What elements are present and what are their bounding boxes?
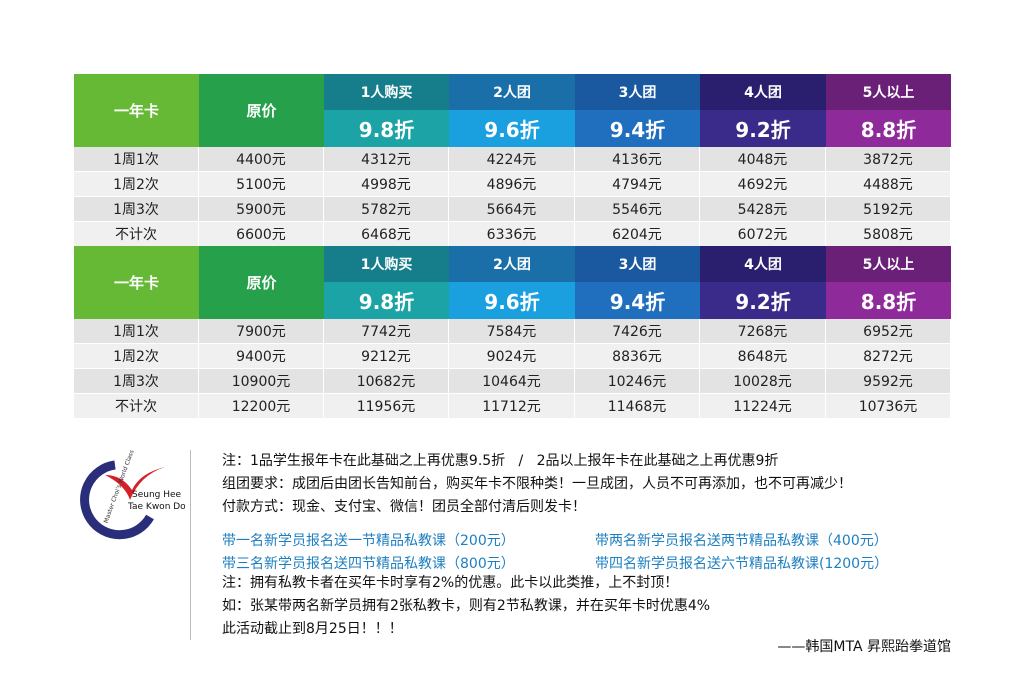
table-cell: 7426元 [575,319,700,344]
group-header: 3人团 [575,246,700,282]
table-cell: 10028元 [700,369,826,394]
extra-line: 如：张某带两名新学员拥有2张私教卡，则有2节私教课，并在买年卡时优惠4% [222,598,711,614]
table-cell: 1周1次 [74,147,199,172]
table-cell: 7900元 [199,319,324,344]
table-cell: 4312元 [324,147,449,172]
table-cell: 8648元 [700,344,826,369]
discount-header: 9.2折 [700,282,826,319]
group-header: 5人以上 [826,246,951,282]
table-cell: 11712元 [449,394,575,419]
table-cell: 4998元 [324,172,449,197]
corner-header: 一年卡 [74,74,199,147]
discount-header: 9.8折 [324,282,449,319]
table-cell: 10246元 [575,369,700,394]
promo-line: 带两名新学员报名送两节精品私教课（400元） [595,533,888,549]
table-cell: 不计次 [74,222,199,247]
promo-line: 带四名新学员报名送六节精品私教课(1200元） [595,556,889,572]
table-cell: 6072元 [700,222,826,247]
table-cell: 1周2次 [74,344,199,369]
table-cell: 6952元 [826,319,951,344]
table-cell: 11468元 [575,394,700,419]
discount-header: 9.4折 [575,110,700,147]
table-cell: 5546元 [575,197,700,222]
group-header: 1人购买 [324,74,449,110]
rule-line: 付款方式：现金、支付宝、微信！团员全部付清后则发卡！ [222,499,586,515]
table-cell: 7268元 [700,319,826,344]
rule-line: 组团要求：成团后由团长告知前台，购买年卡不限种类！一旦成团，人员不可再添加，也不… [222,476,852,492]
table-cell: 8272元 [826,344,951,369]
discount-header: 8.8折 [826,110,951,147]
table-cell: 9592元 [826,369,951,394]
table-cell: 4896元 [449,172,575,197]
table-cell: 4224元 [449,147,575,172]
group-header: 4人团 [700,74,826,110]
group-header: 3人团 [575,74,700,110]
table-cell: 6468元 [324,222,449,247]
table-cell: 10464元 [449,369,575,394]
table-cell: 5900元 [199,197,324,222]
signature: ——韩国MTA 昇熙跆拳道馆 [777,639,951,655]
base-price-header: 原价 [199,74,324,147]
discount-header: 9.6折 [449,110,575,147]
table-cell: 4794元 [575,172,700,197]
table-cell: 9212元 [324,344,449,369]
extra-line: 此活动截止到8月25日！！！ [222,621,403,637]
table-cell: 5100元 [199,172,324,197]
table-cell: 不计次 [74,394,199,419]
table-cell: 6204元 [575,222,700,247]
logo-ring [80,460,154,540]
table-cell: 4136元 [575,147,700,172]
promo-line: 带三名新学员报名送四节精品私教课（800元） [222,556,515,572]
group-header: 4人团 [700,246,826,282]
table-cell: 6600元 [199,222,324,247]
table-cell: 4400元 [199,147,324,172]
separator [190,450,191,640]
group-header: 2人团 [449,74,575,110]
logo-name-2: Tae Kwon Do [127,502,185,512]
corner-header: 一年卡 [74,246,199,319]
table-cell: 9024元 [449,344,575,369]
table-cell: 9400元 [199,344,324,369]
group-header: 2人团 [449,246,575,282]
table-cell: 10736元 [826,394,951,419]
table-cell: 4048元 [700,147,826,172]
extra-line: 注：拥有私教卡者在买年卡时享有2%的优惠。此卡以此类推，上不封顶！ [222,575,679,591]
table-cell: 4488元 [826,172,951,197]
discount-header: 9.6折 [449,282,575,319]
group-header: 5人以上 [826,74,951,110]
table-cell: 1周3次 [74,369,199,394]
table-cell: 5782元 [324,197,449,222]
discount-header: 9.8折 [324,110,449,147]
logo-arc-text: Master Choi's World Class [103,449,136,524]
table-cell: 10900元 [199,369,324,394]
table-cell: 7584元 [449,319,575,344]
table-cell: 5192元 [826,197,951,222]
table-cell: 5808元 [826,222,951,247]
logo-name-1: Seung Hee [132,490,182,500]
table-cell: 1周3次 [74,197,199,222]
discount-header: 9.2折 [700,110,826,147]
promo-line: 带一名新学员报名送一节精品私教课（200元） [222,533,515,549]
table-cell: 7742元 [324,319,449,344]
table-cell: 11224元 [700,394,826,419]
table-cell: 8836元 [575,344,700,369]
table-cell: 12200元 [199,394,324,419]
table-cell: 3872元 [826,147,951,172]
discount-header: 9.4折 [575,282,700,319]
logo: Seung Hee Tae Kwon Do Master Choi's Worl… [80,449,185,540]
table-cell: 1周1次 [74,319,199,344]
table-cell: 5428元 [700,197,826,222]
rule-line: 注：1品学生报年卡在此基础之上再优惠9.5折 / 2品以上报年卡在此基础之上再优… [222,453,779,469]
base-price-header: 原价 [199,246,324,319]
table-cell: 11956元 [324,394,449,419]
table-cell: 5664元 [449,197,575,222]
table-cell: 10682元 [324,369,449,394]
group-header: 1人购买 [324,246,449,282]
discount-header: 8.8折 [826,282,951,319]
table-cell: 6336元 [449,222,575,247]
table-cell: 1周2次 [74,172,199,197]
table-cell: 4692元 [700,172,826,197]
